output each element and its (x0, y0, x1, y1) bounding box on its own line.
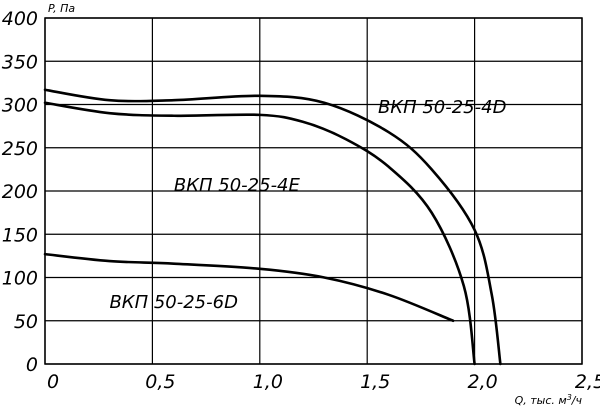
x-tick-label: 2,0 (467, 371, 497, 393)
y-tick-label: 150 (2, 224, 38, 246)
curve-vkp-50-25-4e (43, 101, 476, 366)
x-axis-title-main: Q, тыс. м (515, 394, 567, 407)
tick-label-layer: 0 50 100 150 200 250 300 350 400 0 0,5 1,0 1,5 2,0 2,5 (2, 8, 600, 393)
y-tick-label: 250 (2, 138, 38, 160)
series-label-vkp-50-25-4e: ВКП 50-25-4E (174, 175, 301, 196)
y-tick-label: 50 (14, 311, 38, 333)
y-tick-label: 350 (2, 51, 38, 73)
plot-frame (44, 17, 583, 365)
x-axis-title-tail: /ч (571, 394, 583, 407)
x-tick-label: 0,5 (145, 371, 175, 393)
y-axis-title: P, Па (48, 2, 75, 15)
curve-layer (43, 88, 502, 366)
curve-vkp-50-25-4d (43, 88, 502, 366)
y-tick-label: 100 (2, 268, 38, 290)
x-tick-label: 2,5 (575, 371, 600, 393)
y-tick-label: 0 (26, 354, 38, 376)
y-tick-label: 400 (2, 8, 38, 30)
x-axis-title-sup: 3 (567, 393, 572, 402)
x-tick-label: 1,0 (253, 371, 283, 393)
grid-layer (44, 17, 583, 365)
x-tick-label: 1,5 (360, 371, 390, 393)
y-tick-label: 200 (2, 181, 38, 203)
y-tick-label: 300 (2, 95, 38, 117)
series-label-vkp-50-25-4d: ВКП 50-25-4D (378, 97, 507, 118)
curve-vkp-50-25-6d (43, 252, 455, 323)
series-label-vkp-50-25-6d: ВКП 50-25-6D (109, 292, 238, 313)
x-axis-title: Q, тыс. м3/ч (515, 393, 583, 408)
x-tick-label: 0 (47, 371, 59, 393)
